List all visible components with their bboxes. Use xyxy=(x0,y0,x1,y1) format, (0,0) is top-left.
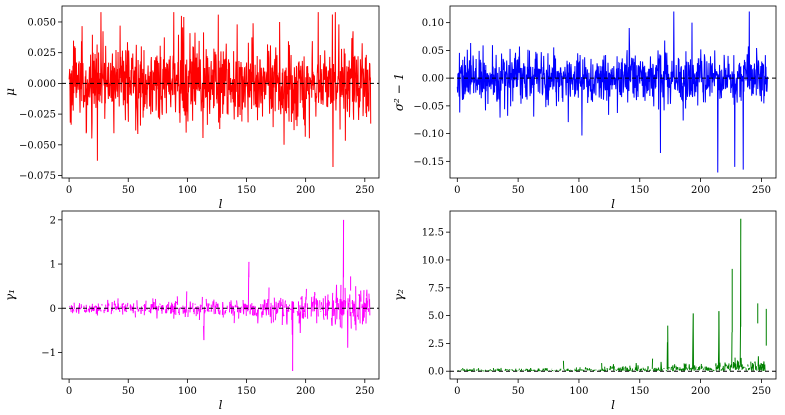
x-tick-label: 0 xyxy=(454,185,460,196)
plot-frame xyxy=(449,210,777,380)
x-tick-label: 200 xyxy=(691,185,710,196)
plot-frame xyxy=(449,5,777,179)
y-tick-label: −1 xyxy=(41,348,56,359)
x-axis-label: l xyxy=(219,197,223,211)
x-tick-label: 50 xyxy=(512,386,525,397)
y-tick-label: 2 xyxy=(50,215,56,226)
x-tick-label: 100 xyxy=(569,386,588,397)
y-tick-label: 7.5 xyxy=(428,283,444,294)
x-tick-label: 250 xyxy=(355,386,374,397)
x-tick-label: 50 xyxy=(512,185,525,196)
y-tick-label: 1 xyxy=(50,260,56,271)
plot-frame xyxy=(61,210,380,380)
x-tick-label: 0 xyxy=(454,386,460,397)
plot-frame xyxy=(61,5,380,179)
y-axis-label: μ xyxy=(3,88,17,96)
x-tick-label: 250 xyxy=(752,386,771,397)
x-tick-label: 200 xyxy=(296,185,315,196)
chart-gamma-1: 0 50 100 150 200 250 −1 0 1 2 l γ₁ xyxy=(3,210,380,412)
y-tick-label: −0.075 xyxy=(19,171,56,182)
y-axis-label: γ₁ xyxy=(3,289,17,301)
y-tick-label: 0.00 xyxy=(422,74,444,85)
series-line xyxy=(457,218,767,372)
y-tick-label: 5.0 xyxy=(428,311,444,322)
x-tick-label: 50 xyxy=(122,185,135,196)
x-axis-label: l xyxy=(219,398,223,412)
y-tick-label: −0.10 xyxy=(413,129,444,140)
chart-sigma-sq-minus-one: 0 50 100 150 200 250 −0.15 −0.10 −0.05 0.00 0.05 0.… xyxy=(392,5,777,211)
y-tick-label: 0.000 xyxy=(27,79,56,90)
y-axis-label: σ² − 1 xyxy=(392,73,406,111)
x-tick-label: 100 xyxy=(178,386,197,397)
y-tick-label: −0.025 xyxy=(19,110,56,121)
y-tick-label: 0.025 xyxy=(27,48,56,59)
x-tick-label: 150 xyxy=(237,185,256,196)
y-tick-label: 10.0 xyxy=(422,255,444,266)
x-tick-label: 0 xyxy=(66,386,72,397)
x-axis-label: l xyxy=(611,197,615,211)
series-line xyxy=(456,11,768,173)
x-tick-label: 200 xyxy=(691,386,710,397)
y-tick-label: 2.5 xyxy=(428,339,444,350)
x-tick-label: 100 xyxy=(569,185,588,196)
y-tick-label: 12.5 xyxy=(422,228,444,239)
x-tick-label: 200 xyxy=(296,386,315,397)
x-axis-label: l xyxy=(611,398,615,412)
x-tick-label: 150 xyxy=(237,386,256,397)
x-tick-label: 150 xyxy=(630,386,649,397)
series-line xyxy=(69,219,371,372)
chart-gamma-2: 0 50 100 150 200 250 0.0 2.5 5.0 7.5 10.0 12.5 l γ₂ xyxy=(392,210,777,412)
y-tick-label: 0.05 xyxy=(422,46,444,57)
x-tick-label: 250 xyxy=(355,185,374,196)
series-line xyxy=(68,12,372,167)
chart-mu: 0 50 100 150 200 250 −0.075 −0.050 −0.025 0.000 0.… xyxy=(3,5,380,211)
y-tick-label: 0.0 xyxy=(428,367,444,378)
x-tick-label: 100 xyxy=(178,185,197,196)
x-tick-label: 150 xyxy=(630,185,649,196)
x-tick-label: 50 xyxy=(122,386,135,397)
x-tick-label: 250 xyxy=(752,185,771,196)
y-axis-label: γ₂ xyxy=(392,289,406,301)
x-tick-label: 0 xyxy=(66,185,72,196)
y-tick-label: −0.15 xyxy=(413,157,444,168)
y-tick-label: −0.050 xyxy=(19,140,56,151)
y-tick-label: 0.10 xyxy=(422,18,444,29)
y-tick-label: 0.050 xyxy=(27,17,56,28)
y-tick-label: −0.05 xyxy=(413,101,444,112)
y-tick-label: 0 xyxy=(50,304,56,315)
